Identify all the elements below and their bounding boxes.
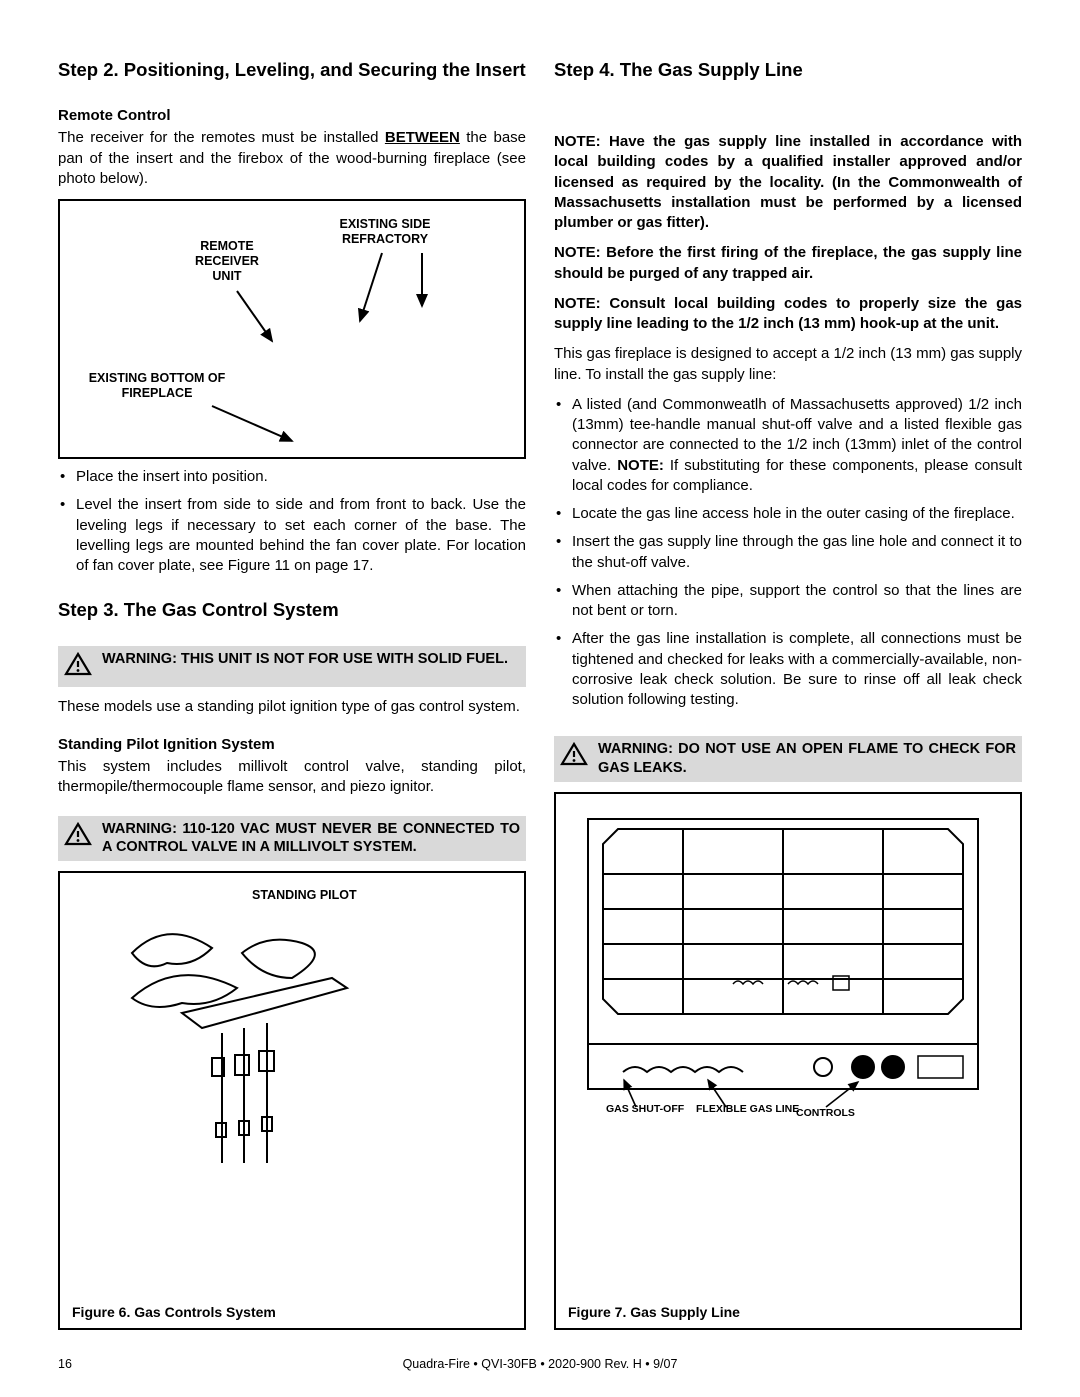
diagram1: REMOTE RECEIVER UNIT EXISTING SIDE REFRA… xyxy=(72,211,512,451)
list-item: After the gas line installation is compl… xyxy=(572,629,1022,710)
page-columns: Step 2. Positioning, Leveling, and Secur… xyxy=(58,58,1022,1338)
step2-title: Step 2. Positioning, Leveling, and Secur… xyxy=(58,58,526,82)
warning-icon xyxy=(64,652,92,682)
step3-title: Step 3. The Gas Control System xyxy=(58,598,526,622)
note1: NOTE: Have the gas supply line installed… xyxy=(554,132,1022,233)
warning-icon xyxy=(64,822,92,852)
diagram1-svg xyxy=(82,211,502,451)
diagram2-svg xyxy=(72,883,492,1183)
figure7-caption: Figure 7. Gas Supply Line xyxy=(568,1303,1008,1322)
note3: NOTE: Consult local building codes to pr… xyxy=(554,294,1022,335)
figure7-box: GAS SHUT-OFF FLEXIBLE GAS LINE CONTROLS … xyxy=(554,792,1022,1330)
list-item: A listed (and Commonweatlh of Massachuse… xyxy=(572,395,1022,496)
figure6-box: STANDING PILOT xyxy=(58,871,526,1330)
remote-p1: The receiver for the remotes must be ins… xyxy=(58,128,526,189)
warning-text: WARNING: DO NOT USE AN OPEN FLAME TO CHE… xyxy=(598,740,1016,778)
step2-bullets: Place the insert into position. Level th… xyxy=(58,467,526,584)
list-item: When attaching the pipe, support the con… xyxy=(572,581,1022,622)
label-controls: CONTROLS xyxy=(796,1108,855,1120)
warning-text: WARNING: THIS UNIT IS NOT FOR USE WITH S… xyxy=(102,650,508,669)
remote-p1b: BETWEEN xyxy=(385,129,460,146)
diagram3: GAS SHUT-OFF FLEXIBLE GAS LINE CONTROLS xyxy=(568,804,1008,1297)
warning-open-flame: WARNING: DO NOT USE AN OPEN FLAME TO CHE… xyxy=(554,736,1022,782)
warning-solid-fuel: WARNING: THIS UNIT IS NOT FOR USE WITH S… xyxy=(58,646,526,686)
p3a: These models use a standing pilot igniti… xyxy=(58,697,526,717)
left-column: Step 2. Positioning, Leveling, and Secur… xyxy=(58,58,526,1338)
footer-text: Quadra-Fire • QVI-30FB • 2020-900 Rev. H… xyxy=(403,1357,678,1371)
figure6-caption: Figure 6. Gas Controls System xyxy=(72,1303,512,1322)
warning-icon xyxy=(560,742,588,772)
step4-title: Step 4. The Gas Supply Line xyxy=(554,58,1022,82)
remote-control-head: Remote Control xyxy=(58,106,526,126)
p3b: This system includes millivolt control v… xyxy=(58,757,526,798)
page-number: 16 xyxy=(58,1356,72,1373)
p4a: This gas fireplace is designed to accept… xyxy=(554,344,1022,385)
list-item: Locate the gas line access hole in the o… xyxy=(572,504,1022,524)
label-standing-pilot: STANDING PILOT xyxy=(252,887,357,904)
label-gas-shutoff: GAS SHUT-OFF xyxy=(606,1104,684,1116)
warning-millivolt: WARNING: 110-120 VAC MUST NEVER BE CONNE… xyxy=(58,816,526,862)
warning-text: WARNING: 110-120 VAC MUST NEVER BE CONNE… xyxy=(102,820,520,858)
sp-head: Standing Pilot Ignition System xyxy=(58,735,526,755)
label-remote-receiver: REMOTE RECEIVER UNIT xyxy=(182,239,272,284)
remote-p1a: The receiver for the remotes must be ins… xyxy=(58,129,385,146)
right-column: Step 4. The Gas Supply Line NOTE: Have t… xyxy=(554,58,1022,1338)
step4-bullets: A listed (and Commonweatlh of Massachuse… xyxy=(554,395,1022,719)
label-flex-line: FLEXIBLE GAS LINE xyxy=(696,1104,799,1116)
page-footer: 16 Quadra-Fire • QVI-30FB • 2020-900 Rev… xyxy=(58,1356,1022,1373)
diagram2: STANDING PILOT xyxy=(72,883,512,1297)
label-existing-bottom: EXISTING BOTTOM OF FIREPLACE xyxy=(82,371,232,401)
label-existing-side: EXISTING SIDE REFRACTORY xyxy=(320,217,450,247)
b0b: NOTE: xyxy=(617,457,664,474)
list-item: Place the insert into position. xyxy=(76,467,526,487)
diagram3-svg xyxy=(568,804,998,1124)
list-item: Insert the gas supply line through the g… xyxy=(572,532,1022,573)
figure-diagram-1: REMOTE RECEIVER UNIT EXISTING SIDE REFRA… xyxy=(58,199,526,459)
note2: NOTE: Before the first firing of the fir… xyxy=(554,243,1022,284)
list-item: Level the insert from side to side and f… xyxy=(76,495,526,576)
